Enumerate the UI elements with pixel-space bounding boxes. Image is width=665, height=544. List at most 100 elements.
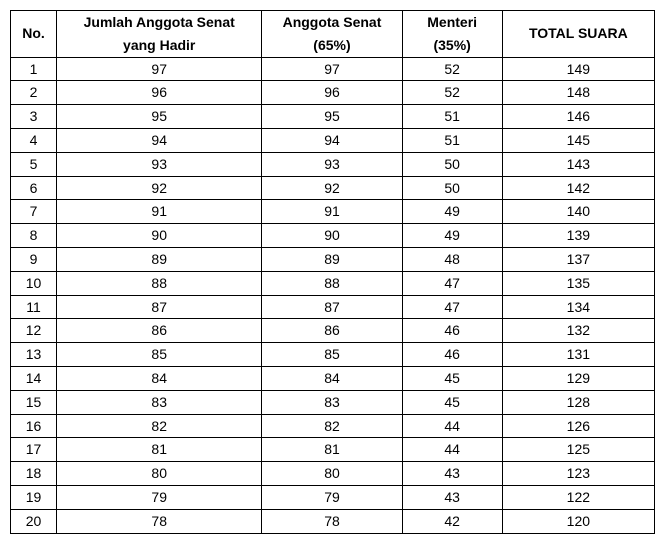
cell-no: 1 xyxy=(11,57,57,81)
cell-senate: 86 xyxy=(262,319,402,343)
cell-senate: 91 xyxy=(262,200,402,224)
cell-total: 148 xyxy=(502,81,654,105)
table-row: 1979752149 xyxy=(11,57,655,81)
table-row: 3959551146 xyxy=(11,105,655,129)
cell-no: 19 xyxy=(11,485,57,509)
header-total: TOTAL SUARA xyxy=(502,11,654,58)
cell-minister: 50 xyxy=(402,152,502,176)
cell-no: 2 xyxy=(11,81,57,105)
table-row: 14848445129 xyxy=(11,366,655,390)
cell-minister: 43 xyxy=(402,485,502,509)
cell-senate: 79 xyxy=(262,485,402,509)
header-minister-bottom: (35%) xyxy=(402,34,502,57)
cell-attendance: 92 xyxy=(57,176,262,200)
cell-total: 145 xyxy=(502,128,654,152)
cell-minister: 49 xyxy=(402,200,502,224)
cell-attendance: 82 xyxy=(57,414,262,438)
table-header: No. Jumlah Anggota Senat Anggota Senat M… xyxy=(11,11,655,58)
header-attendance-top: Jumlah Anggota Senat xyxy=(57,11,262,34)
cell-senate: 88 xyxy=(262,271,402,295)
cell-total: 131 xyxy=(502,343,654,367)
cell-attendance: 83 xyxy=(57,390,262,414)
cell-no: 5 xyxy=(11,152,57,176)
cell-no: 18 xyxy=(11,462,57,486)
cell-senate: 82 xyxy=(262,414,402,438)
cell-no: 11 xyxy=(11,295,57,319)
cell-minister: 50 xyxy=(402,176,502,200)
cell-attendance: 95 xyxy=(57,105,262,129)
table-row: 11878747134 xyxy=(11,295,655,319)
header-no: No. xyxy=(11,11,57,58)
cell-senate: 93 xyxy=(262,152,402,176)
cell-attendance: 94 xyxy=(57,128,262,152)
cell-total: 134 xyxy=(502,295,654,319)
header-senate-top: Anggota Senat xyxy=(262,11,402,34)
cell-no: 4 xyxy=(11,128,57,152)
table-row: 10888847135 xyxy=(11,271,655,295)
cell-senate: 95 xyxy=(262,105,402,129)
cell-minister: 47 xyxy=(402,271,502,295)
cell-senate: 96 xyxy=(262,81,402,105)
cell-senate: 80 xyxy=(262,462,402,486)
cell-total: 128 xyxy=(502,390,654,414)
cell-no: 15 xyxy=(11,390,57,414)
cell-total: 122 xyxy=(502,485,654,509)
table-row: 9898948137 xyxy=(11,247,655,271)
cell-attendance: 80 xyxy=(57,462,262,486)
cell-total: 139 xyxy=(502,224,654,248)
cell-minister: 45 xyxy=(402,390,502,414)
cell-minister: 46 xyxy=(402,343,502,367)
cell-attendance: 93 xyxy=(57,152,262,176)
cell-total: 149 xyxy=(502,57,654,81)
cell-minister: 51 xyxy=(402,128,502,152)
cell-no: 12 xyxy=(11,319,57,343)
cell-attendance: 85 xyxy=(57,343,262,367)
cell-total: 135 xyxy=(502,271,654,295)
cell-no: 6 xyxy=(11,176,57,200)
table-row: 19797943122 xyxy=(11,485,655,509)
cell-senate: 84 xyxy=(262,366,402,390)
cell-senate: 90 xyxy=(262,224,402,248)
table-row: 5939350143 xyxy=(11,152,655,176)
cell-senate: 94 xyxy=(262,128,402,152)
cell-senate: 81 xyxy=(262,438,402,462)
cell-minister: 44 xyxy=(402,414,502,438)
table-row: 20787842120 xyxy=(11,509,655,533)
cell-total: 120 xyxy=(502,509,654,533)
cell-attendance: 87 xyxy=(57,295,262,319)
vote-table: No. Jumlah Anggota Senat Anggota Senat M… xyxy=(10,10,655,534)
header-minister-top: Menteri xyxy=(402,11,502,34)
table-row: 7919149140 xyxy=(11,200,655,224)
cell-attendance: 88 xyxy=(57,271,262,295)
cell-no: 16 xyxy=(11,414,57,438)
table-body: 1979752149296965214839595511464949451145… xyxy=(11,57,655,533)
cell-total: 140 xyxy=(502,200,654,224)
cell-attendance: 81 xyxy=(57,438,262,462)
cell-no: 8 xyxy=(11,224,57,248)
cell-no: 13 xyxy=(11,343,57,367)
table-row: 15838345128 xyxy=(11,390,655,414)
cell-minister: 44 xyxy=(402,438,502,462)
cell-minister: 47 xyxy=(402,295,502,319)
table-row: 12868646132 xyxy=(11,319,655,343)
cell-minister: 45 xyxy=(402,366,502,390)
cell-total: 137 xyxy=(502,247,654,271)
cell-attendance: 86 xyxy=(57,319,262,343)
cell-minister: 43 xyxy=(402,462,502,486)
table-row: 13858546131 xyxy=(11,343,655,367)
cell-no: 9 xyxy=(11,247,57,271)
cell-attendance: 91 xyxy=(57,200,262,224)
cell-attendance: 84 xyxy=(57,366,262,390)
cell-senate: 78 xyxy=(262,509,402,533)
cell-no: 20 xyxy=(11,509,57,533)
table-row: 16828244126 xyxy=(11,414,655,438)
cell-minister: 51 xyxy=(402,105,502,129)
cell-minister: 42 xyxy=(402,509,502,533)
cell-attendance: 90 xyxy=(57,224,262,248)
cell-attendance: 89 xyxy=(57,247,262,271)
table-row: 17818144125 xyxy=(11,438,655,462)
cell-attendance: 96 xyxy=(57,81,262,105)
cell-no: 3 xyxy=(11,105,57,129)
cell-minister: 52 xyxy=(402,81,502,105)
header-senate-bottom: (65%) xyxy=(262,34,402,57)
